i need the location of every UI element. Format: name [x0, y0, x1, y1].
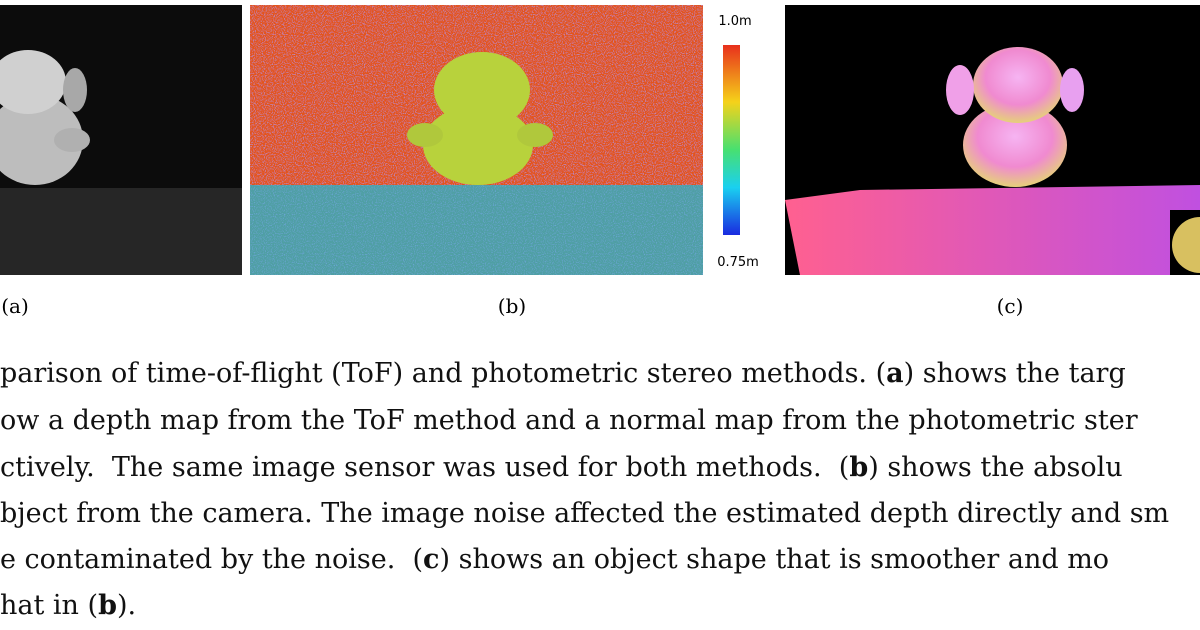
colorbar-max-label: 1.0m	[718, 14, 751, 29]
caption-line: e contaminated by the noise. (c) shows a…	[0, 544, 1109, 575]
panel-label: (b)	[498, 294, 526, 318]
caption-text: ).	[116, 590, 137, 621]
panel-label: (c)	[997, 294, 1024, 318]
caption-text: hat in (	[0, 590, 99, 621]
caption-bold: b	[849, 452, 869, 483]
caption-line: bject from the camera. The image noise a…	[0, 498, 1169, 529]
caption-bold: b	[98, 590, 117, 621]
panel-image-b	[250, 5, 703, 275]
caption-line: ctively. The same image sensor was used …	[0, 452, 1123, 483]
caption-bold: c	[423, 544, 440, 575]
caption-text: parison of time-of-flight (ToF) and phot…	[0, 358, 887, 389]
caption-bold: a	[886, 358, 904, 389]
caption-text: ) shows the absolu	[868, 452, 1123, 483]
caption-line: ow a depth map from the ToF method and a…	[0, 405, 1138, 436]
caption-text: e contaminated by the noise. (	[0, 544, 424, 575]
caption-line: parison of time-of-flight (ToF) and phot…	[0, 358, 1126, 389]
caption-text: ) shows the targ	[903, 358, 1126, 389]
caption-text: ow a depth map from the ToF method and a…	[0, 405, 1138, 436]
panel-image-c	[785, 5, 1200, 275]
caption-text: ctively. The same image sensor was used …	[0, 452, 850, 483]
colorbar-min-label: 0.75m	[717, 255, 759, 270]
caption-text: bject from the camera. The image noise a…	[0, 498, 1170, 529]
panel-image-a	[0, 5, 242, 275]
caption-line: hat in (b).	[0, 590, 136, 621]
figure: 1.0m 0.75m (a) (b) (c)	[0, 5, 1200, 318]
panel-label: (a)	[1, 294, 29, 318]
colorbar	[723, 45, 740, 235]
caption-text: ) shows an object shape that is smoother…	[439, 544, 1110, 575]
